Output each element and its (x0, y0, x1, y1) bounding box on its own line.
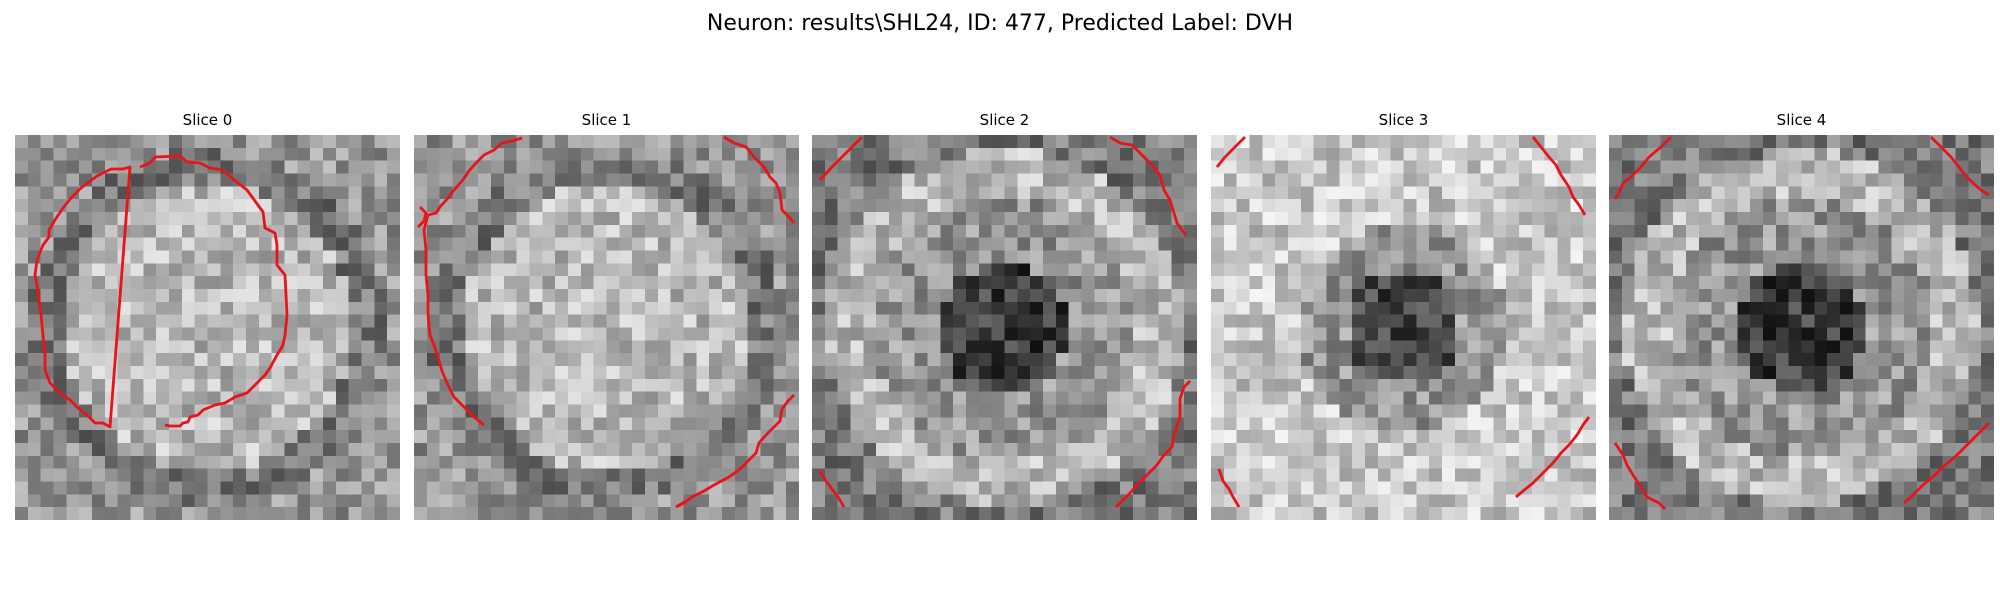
slice-pixels (1211, 135, 1596, 520)
slice-pixels (15, 135, 400, 520)
figure-title: Neuron: results\SHL24, ID: 477, Predicte… (706, 11, 1294, 36)
slice-image (15, 135, 400, 520)
slice-title: Slice 0 (182, 111, 233, 129)
slice-pixels (812, 135, 1197, 520)
slice-pixels (414, 135, 799, 520)
slice-panel-4: Slice 4 (1609, 108, 1994, 520)
slice-image (1609, 135, 1994, 520)
slice-panel-3: Slice 3 (1211, 108, 1596, 520)
slice-image (414, 135, 799, 520)
slice-panel-0: Slice 0 (15, 108, 400, 520)
slice-image (812, 135, 1197, 520)
slice-title: Slice 1 (581, 111, 632, 129)
slice-pixels (1609, 135, 1994, 520)
slice-title: Slice 4 (1776, 111, 1827, 129)
slice-title: Slice 2 (979, 111, 1030, 129)
slice-image (1211, 135, 1596, 520)
slice-panel-1: Slice 1 (414, 108, 799, 520)
slice-title: Slice 3 (1378, 111, 1429, 129)
slice-panel-2: Slice 2 (812, 108, 1197, 520)
